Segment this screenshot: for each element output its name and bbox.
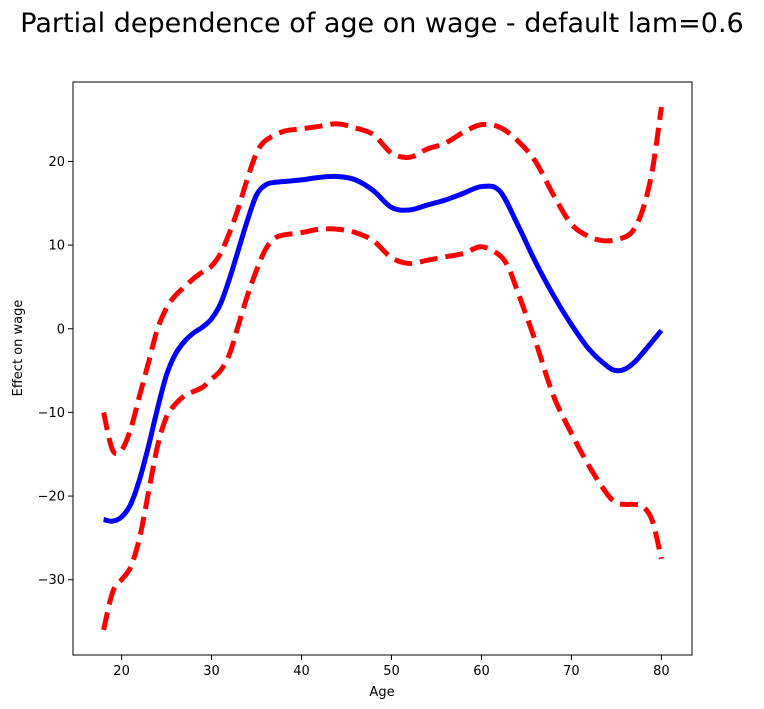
x-axis-label: Age: [369, 685, 394, 700]
y-axis-label: Effect on wage: [11, 300, 26, 397]
series-line-partial-dependence: [103, 173, 664, 524]
x-tick-label: 80: [653, 664, 670, 679]
y-tick-label: 20: [48, 155, 65, 170]
x-tick-label: 40: [293, 664, 310, 679]
series-line-lower-confidence-bound: [101, 226, 664, 631]
chart-title: Partial dependence of age on wage - defa…: [20, 8, 743, 39]
y-tick-label: −30: [38, 573, 65, 588]
y-tick-label: −20: [38, 490, 65, 505]
y-tick-label: 0: [57, 322, 65, 337]
x-tick-label: 20: [113, 664, 130, 679]
y-tick-label: 10: [48, 239, 65, 254]
x-tick-label: 50: [383, 664, 400, 679]
x-tick-label: 30: [203, 664, 220, 679]
y-axis: −30 −20 −10 0 10 20: [38, 155, 73, 588]
x-tick-label: 60: [473, 664, 490, 679]
plot-area-frame: [72, 81, 693, 656]
series-layer: [101, 106, 664, 631]
series-line-upper-confidence-bound: [101, 106, 664, 457]
x-axis: 20 30 40 50 60 70 80: [113, 655, 670, 679]
x-tick-label: 70: [563, 664, 580, 679]
y-tick-label: −10: [38, 406, 65, 421]
